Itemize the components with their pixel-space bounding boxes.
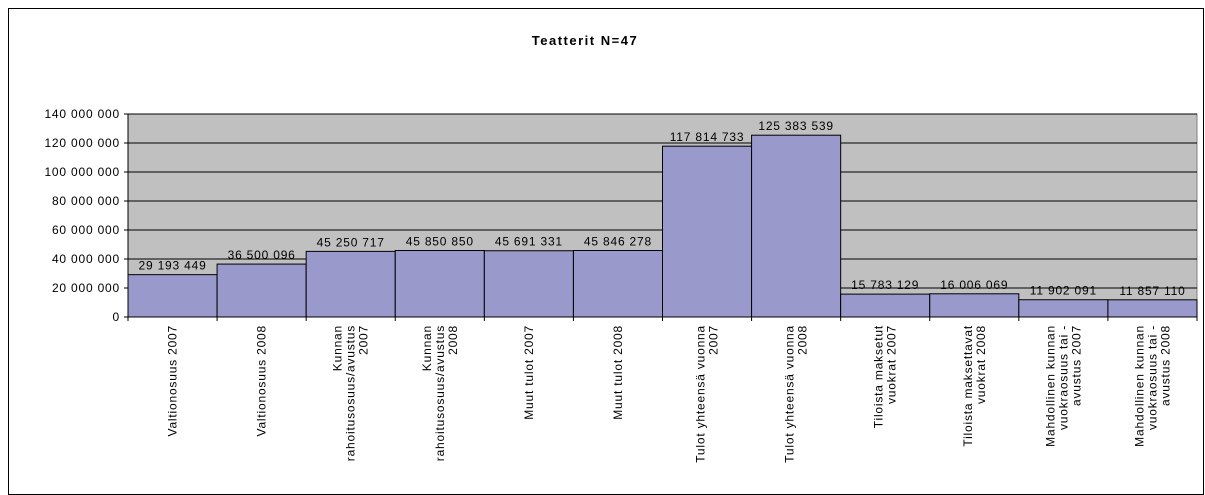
value-label: 45 250 717 bbox=[317, 235, 385, 249]
value-label: 15 783 129 bbox=[851, 278, 919, 292]
value-label: 36 500 096 bbox=[228, 248, 296, 262]
bar bbox=[840, 293, 931, 318]
value-label: 11 902 091 bbox=[1030, 284, 1097, 298]
bar bbox=[1107, 299, 1198, 318]
x-tick-label: Tiloista maksettavat vuokrat 2008 bbox=[961, 325, 988, 447]
bar bbox=[127, 274, 218, 318]
x-tick-label: Muut tulot 2007 bbox=[522, 325, 536, 420]
value-label: 45 691 331 bbox=[495, 235, 563, 249]
value-label: 29 193 449 bbox=[139, 259, 207, 273]
x-tick-label: Tiloista maksetut vuokrat 2007 bbox=[872, 325, 899, 428]
x-tick-label: Valtionosuus 2008 bbox=[255, 325, 269, 436]
value-label: 45 850 850 bbox=[406, 235, 474, 249]
value-label: 16 006 069 bbox=[940, 278, 1008, 292]
y-tick-label: 120 000 000 bbox=[44, 136, 120, 150]
y-tick-label: 20 000 000 bbox=[52, 281, 120, 295]
bar bbox=[662, 145, 753, 318]
bar bbox=[1018, 299, 1109, 318]
bar bbox=[572, 250, 664, 318]
x-tick-label: Kunnan rahoitusosuus/avustus 2007 bbox=[331, 325, 371, 465]
y-tick-label: 60 000 000 bbox=[52, 223, 120, 237]
x-tick-label: Mahdollinen kunnan vuokraosuus tai - avu… bbox=[1132, 325, 1172, 447]
bar bbox=[483, 250, 574, 318]
x-tick-label: Mahdollinen kunnan vuokraosuus tai - avu… bbox=[1043, 325, 1083, 447]
value-label: 117 814 733 bbox=[670, 130, 745, 144]
x-tick-label: Valtionosuus 2007 bbox=[166, 325, 180, 436]
x-tick-label: Kunnan rahoitusosuus/avustus 2008 bbox=[420, 325, 460, 465]
bar bbox=[394, 250, 485, 318]
x-tick-label: Tulot yhteensä vuonna 2007 bbox=[694, 325, 721, 463]
value-label: 125 383 539 bbox=[758, 119, 834, 133]
x-tick-label: Tulot yhteensä vuonna 2008 bbox=[783, 325, 810, 463]
y-tick-label: 40 000 000 bbox=[52, 252, 120, 266]
y-tick-label: 80 000 000 bbox=[52, 194, 120, 208]
bar bbox=[216, 263, 307, 318]
y-tick-label: 0 bbox=[113, 310, 120, 324]
y-tick-label: 100 000 000 bbox=[44, 165, 120, 179]
y-tick-label: 140 000 000 bbox=[44, 107, 120, 121]
bar bbox=[751, 134, 842, 318]
value-label: 11 857 110 bbox=[1119, 284, 1185, 298]
value-label: 45 846 278 bbox=[584, 235, 652, 249]
x-tick-label: Muut tulot 2008 bbox=[611, 325, 625, 420]
bar bbox=[305, 250, 396, 318]
chart-title: Teatterit N=47 bbox=[532, 33, 638, 48]
bar bbox=[929, 293, 1020, 318]
